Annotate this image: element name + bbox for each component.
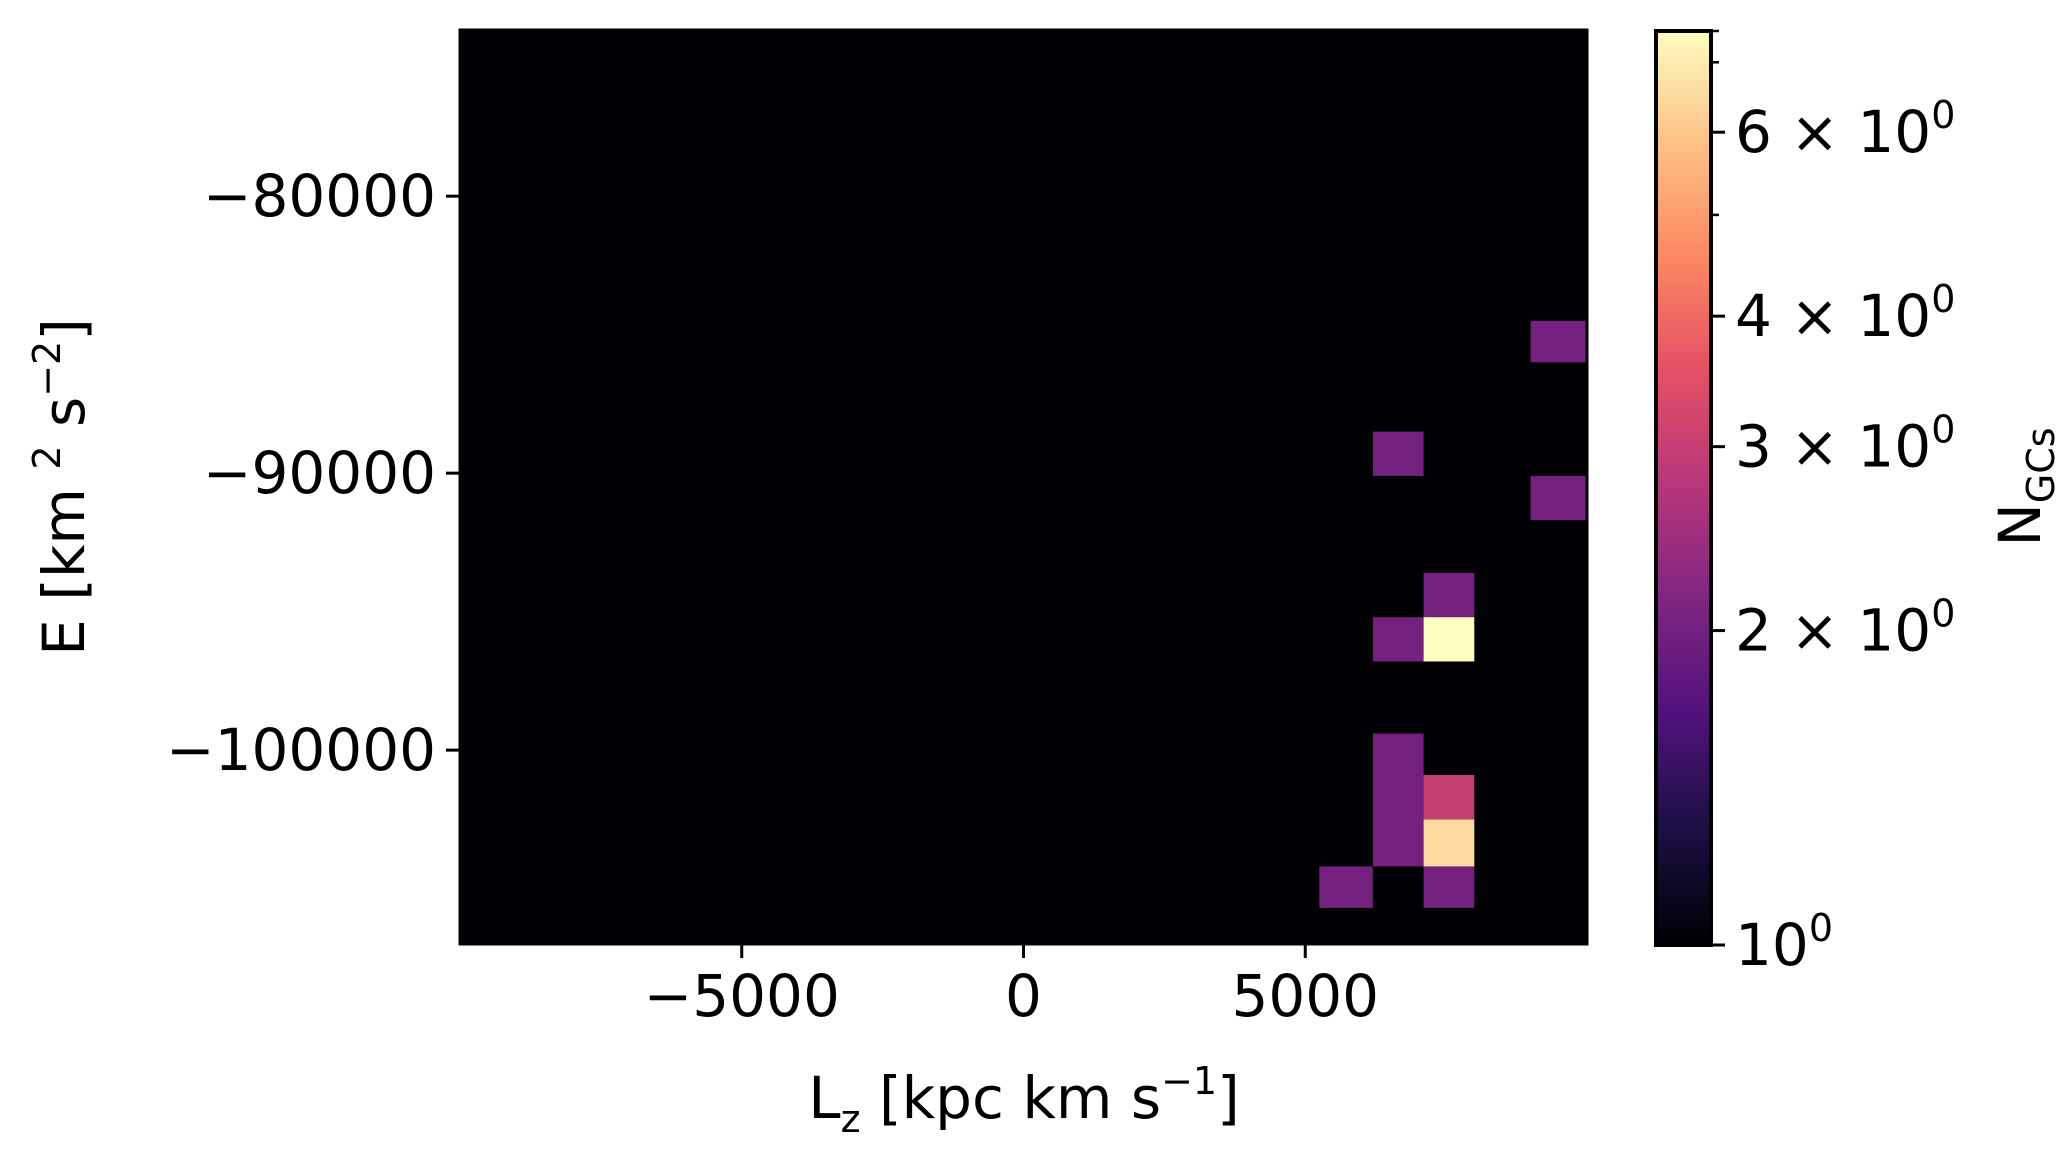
y-axis-label: E [km 2 s−2]: [25, 318, 98, 656]
colorbar-tick-label: 4 × 100: [1735, 277, 1955, 350]
colorbar-ticks: 100 2 × 100 3 × 100 4 × 100 6 × 100: [1711, 29, 1955, 979]
heatmap-cell: [1423, 819, 1475, 867]
heatmap-bins: [458, 28, 1589, 946]
heatmap-cell: [1372, 733, 1424, 867]
colorbar-tick-label: 2 × 100: [1735, 592, 1955, 665]
heatmap-cell: [1530, 475, 1587, 521]
x-axis: −5000 0 5000: [644, 944, 1379, 1030]
heatmap-cell: [1372, 431, 1424, 476]
heatmap-cell: [1423, 572, 1475, 618]
colorbar-tick-label: 3 × 100: [1735, 408, 1955, 481]
colorbar-tick-label: 6 × 100: [1735, 93, 1955, 166]
x-tick-label: 5000: [1231, 962, 1379, 1030]
heatmap-cell: [1530, 320, 1587, 363]
x-axis-label: Lz [kpc km s−1]: [808, 1059, 1240, 1141]
y-tick-label: −80000: [203, 162, 436, 230]
colorbar-label: NGCs: [1986, 427, 2063, 546]
x-tick-label: 0: [1005, 962, 1042, 1030]
colorbar: [1654, 29, 1713, 947]
heatmap-cell: [1423, 866, 1475, 908]
x-tick-label: −5000: [644, 962, 840, 1030]
y-axis: −80000 −90000 −100000: [166, 162, 460, 784]
heatmap-cell: [1423, 617, 1475, 662]
heatmap-cell: [1423, 775, 1475, 820]
y-tick-label: −90000: [203, 439, 436, 507]
heatmap-cell: [1319, 866, 1373, 908]
heatmap-cell: [1372, 617, 1424, 662]
colorbar-tick-label: 100: [1735, 906, 1833, 979]
y-tick-label: −100000: [166, 716, 436, 784]
